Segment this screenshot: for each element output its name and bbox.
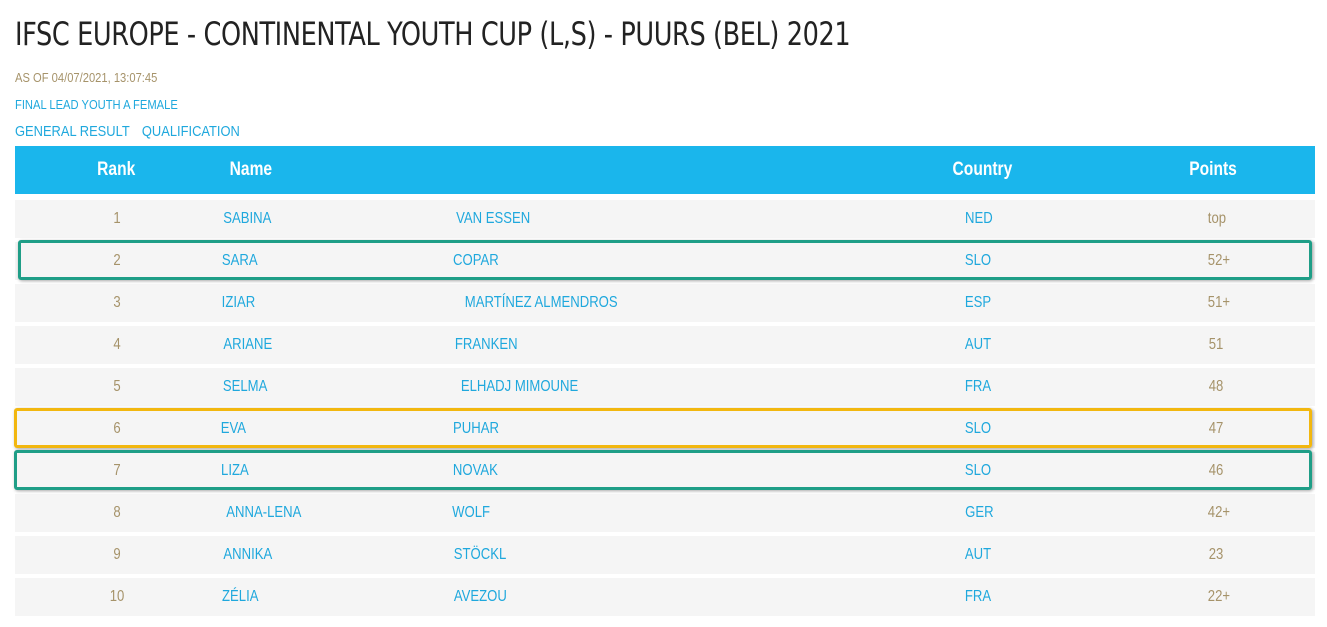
general-result-link[interactable]: GENERAL RESULT <box>15 123 130 140</box>
cell-rank: 10 <box>109 588 125 605</box>
page-title: IFSC EUROPE - CONTINENTAL YOUTH CUP (L,S… <box>15 15 851 53</box>
header-points: Points <box>1189 159 1237 180</box>
cell-points: 22+ <box>1207 588 1231 605</box>
cell-country: NED <box>965 210 993 227</box>
qualification-link[interactable]: QUALIFICATION <box>141 123 240 140</box>
cell-last[interactable]: AVEZOU <box>453 588 507 605</box>
cell-rank: 2 <box>113 252 121 269</box>
cell-rank: 5 <box>113 378 121 395</box>
cell-last[interactable]: COPAR <box>453 252 499 269</box>
cell-last[interactable]: STÖCKL <box>453 546 507 563</box>
cell-first[interactable]: SABINA <box>223 210 272 227</box>
cell-last[interactable]: PUHAR <box>453 420 499 437</box>
cell-last[interactable]: WOLF <box>452 504 491 521</box>
cell-country: SLO <box>964 252 992 269</box>
cell-last[interactable]: NOVAK <box>452 462 498 479</box>
cell-country: FRA <box>964 378 992 395</box>
table-row: 8 ANNA-LENA WOLF GER 42+ <box>15 494 1315 532</box>
cell-last[interactable]: MARTÍNEZ ALMENDROS <box>464 294 618 311</box>
cell-rank: 7 <box>113 462 121 479</box>
cell-rank: 8 <box>113 504 121 521</box>
cell-rank: 1 <box>113 210 121 227</box>
table-body: 1 SABINA VAN ESSEN NED top 2 SARA COPAR SLO 52+ 3 I… <box>15 200 1315 616</box>
cell-points: 23 <box>1208 546 1224 563</box>
cell-first[interactable]: SARA <box>221 252 258 269</box>
cell-rank: 4 <box>113 336 121 353</box>
cell-points: 48 <box>1208 378 1224 395</box>
table-row: 7 LIZA NOVAK SLO 46 <box>15 452 1315 490</box>
cell-country: GER <box>965 504 994 521</box>
cell-last[interactable]: FRANKEN <box>454 336 518 353</box>
table-row: 1 SABINA VAN ESSEN NED top <box>15 200 1315 238</box>
table-row: 6 EVA PUHAR SLO 47 <box>15 410 1315 448</box>
cell-first[interactable]: ANNA-LENA <box>226 504 302 521</box>
cell-country: SLO <box>964 462 992 479</box>
table-row: 5 SELMA ELHADJ MIMOUNE FRA 48 <box>15 368 1315 406</box>
table-row: 4 ARIANE FRANKEN AUT 51 <box>15 326 1315 364</box>
cell-rank: 9 <box>113 546 121 563</box>
header-name: Name <box>229 159 273 180</box>
result-subnav: GENERAL RESULT QUALIFICATION <box>15 123 248 140</box>
header-country: Country <box>952 159 1013 180</box>
cell-country: AUT <box>964 546 992 563</box>
header-rank: Rank <box>97 159 136 180</box>
cell-first[interactable]: IZIAR <box>221 294 256 311</box>
cell-points: top <box>1207 210 1227 227</box>
cell-country: FRA <box>964 588 992 605</box>
cell-points: 42+ <box>1207 504 1231 521</box>
cell-rank: 6 <box>113 420 121 437</box>
cell-rank: 3 <box>113 294 121 311</box>
cell-first[interactable]: ZÉLIA <box>222 588 259 605</box>
table-row: 10 ZÉLIA AVEZOU FRA 22+ <box>15 578 1315 616</box>
table-row: 9 ANNIKA STÖCKL AUT 23 <box>15 536 1315 574</box>
cell-points: 51 <box>1208 336 1224 353</box>
cell-points: 46 <box>1208 462 1224 479</box>
cell-country: ESP <box>964 294 992 311</box>
cell-first[interactable]: ARIANE <box>223 336 273 353</box>
cell-first[interactable]: EVA <box>220 420 247 437</box>
cell-first[interactable]: LIZA <box>221 462 249 479</box>
table-row: 2 SARA COPAR SLO 52+ <box>15 242 1315 280</box>
table-row: 3 IZIAR MARTÍNEZ ALMENDROS ESP 51+ <box>15 284 1315 322</box>
cell-country: AUT <box>964 336 992 353</box>
event-category-link[interactable]: FINAL LEAD YOUTH A FEMALE <box>15 97 178 112</box>
cell-country: SLO <box>964 420 992 437</box>
table-header: Rank Name Country Points <box>15 146 1315 194</box>
cell-first[interactable]: SELMA <box>222 378 268 395</box>
cell-points: 51+ <box>1207 294 1231 311</box>
cell-last[interactable]: VAN ESSEN <box>456 210 531 227</box>
cell-points: 52+ <box>1207 252 1231 269</box>
cell-points: 47 <box>1208 420 1224 437</box>
cell-first[interactable]: ANNIKA <box>223 546 273 563</box>
cell-last[interactable]: ELHADJ MIMOUNE <box>460 378 579 395</box>
results-table: Rank Name Country Points 1 SABINA VAN ESSE… <box>15 146 1315 620</box>
timestamp: AS OF 04/07/2021, 13:07:45 <box>15 70 158 85</box>
